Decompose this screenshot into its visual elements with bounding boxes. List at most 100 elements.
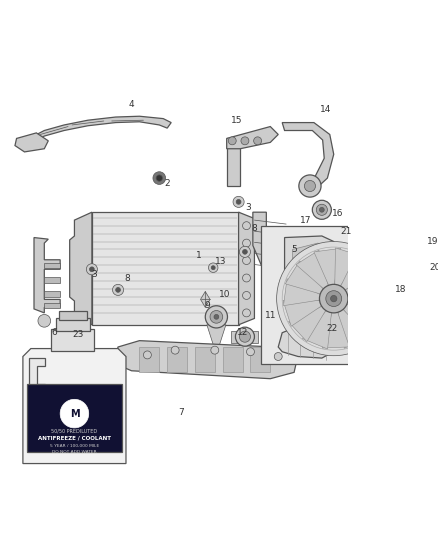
- Polygon shape: [227, 126, 278, 149]
- Text: 3: 3: [92, 270, 97, 279]
- Text: 21: 21: [340, 227, 351, 236]
- Polygon shape: [70, 212, 92, 325]
- Circle shape: [171, 346, 179, 354]
- Circle shape: [277, 241, 391, 356]
- Circle shape: [243, 309, 251, 317]
- Polygon shape: [285, 236, 340, 317]
- Polygon shape: [283, 279, 323, 306]
- Text: 14: 14: [320, 104, 332, 114]
- Circle shape: [326, 290, 342, 306]
- Polygon shape: [342, 303, 381, 339]
- Text: 7: 7: [179, 408, 184, 416]
- Polygon shape: [239, 212, 254, 325]
- Circle shape: [312, 200, 332, 219]
- Polygon shape: [15, 133, 48, 152]
- Polygon shape: [251, 347, 270, 373]
- Text: 1: 1: [196, 251, 202, 260]
- Polygon shape: [231, 331, 258, 343]
- Circle shape: [331, 295, 337, 302]
- Text: DO NOT ADD WATER: DO NOT ADD WATER: [52, 450, 97, 455]
- Polygon shape: [343, 268, 384, 296]
- Polygon shape: [289, 305, 327, 342]
- Circle shape: [430, 287, 433, 290]
- Circle shape: [143, 351, 152, 359]
- Circle shape: [233, 196, 244, 207]
- Polygon shape: [29, 358, 45, 392]
- Circle shape: [241, 137, 249, 145]
- Polygon shape: [296, 250, 329, 291]
- Bar: [51, 329, 94, 351]
- Circle shape: [373, 304, 402, 333]
- Circle shape: [424, 257, 431, 265]
- Bar: [92, 212, 239, 325]
- Text: 20: 20: [430, 263, 438, 272]
- Text: ANTIFREEZE / COOLANT: ANTIFREEZE / COOLANT: [38, 435, 111, 441]
- Circle shape: [214, 314, 219, 319]
- Text: 17: 17: [300, 216, 312, 224]
- Text: 9: 9: [204, 301, 210, 310]
- Polygon shape: [278, 326, 334, 358]
- Circle shape: [153, 172, 166, 184]
- Text: 3: 3: [245, 203, 251, 212]
- Circle shape: [385, 316, 390, 321]
- Polygon shape: [113, 341, 298, 379]
- Circle shape: [243, 292, 251, 300]
- Text: 6: 6: [52, 328, 57, 337]
- Bar: [56, 318, 89, 331]
- Circle shape: [243, 222, 251, 230]
- Polygon shape: [345, 287, 383, 314]
- Circle shape: [243, 274, 251, 282]
- Circle shape: [228, 137, 236, 145]
- Bar: [27, 384, 122, 451]
- Polygon shape: [303, 308, 332, 349]
- Polygon shape: [223, 347, 243, 373]
- Polygon shape: [285, 261, 325, 295]
- Polygon shape: [344, 296, 385, 322]
- Circle shape: [240, 331, 251, 342]
- Polygon shape: [335, 248, 361, 288]
- Circle shape: [381, 312, 394, 325]
- Circle shape: [205, 306, 227, 328]
- Circle shape: [243, 249, 247, 254]
- Circle shape: [211, 346, 219, 354]
- Polygon shape: [322, 309, 350, 348]
- Bar: [59, 311, 87, 320]
- Circle shape: [274, 352, 282, 360]
- Polygon shape: [339, 253, 377, 292]
- Circle shape: [299, 175, 321, 197]
- Bar: [44, 292, 60, 297]
- Circle shape: [254, 137, 261, 145]
- Circle shape: [427, 284, 436, 294]
- Circle shape: [211, 266, 215, 270]
- Circle shape: [243, 256, 251, 264]
- Polygon shape: [139, 347, 159, 373]
- Text: 50/50 PREDILUTED: 50/50 PREDILUTED: [51, 429, 98, 433]
- Text: 4: 4: [129, 100, 134, 109]
- Text: 16: 16: [332, 209, 343, 219]
- Polygon shape: [195, 347, 215, 373]
- Polygon shape: [23, 349, 126, 464]
- Circle shape: [247, 348, 254, 356]
- Polygon shape: [283, 301, 324, 326]
- Polygon shape: [25, 116, 171, 147]
- Text: 5 YEAR / 100,000 MILE: 5 YEAR / 100,000 MILE: [50, 444, 99, 448]
- Text: 11: 11: [265, 311, 276, 320]
- Circle shape: [243, 239, 251, 247]
- Polygon shape: [34, 238, 60, 313]
- Circle shape: [156, 175, 162, 181]
- Text: 12: 12: [237, 328, 248, 337]
- Circle shape: [210, 311, 223, 323]
- Circle shape: [113, 284, 124, 295]
- Text: 15: 15: [231, 116, 243, 125]
- Circle shape: [86, 264, 97, 275]
- Circle shape: [411, 246, 438, 277]
- Text: 2: 2: [164, 179, 170, 188]
- Circle shape: [236, 199, 241, 204]
- Polygon shape: [167, 347, 187, 373]
- Text: M: M: [70, 409, 79, 418]
- Bar: [44, 303, 60, 308]
- Bar: [44, 263, 60, 269]
- Circle shape: [116, 287, 120, 292]
- Polygon shape: [261, 225, 399, 365]
- Circle shape: [304, 181, 315, 191]
